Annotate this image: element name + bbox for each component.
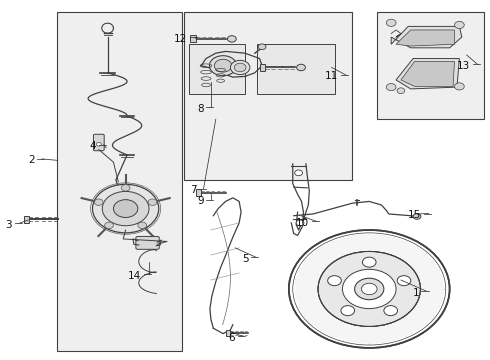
Circle shape [294, 234, 444, 343]
Bar [260, 64, 266, 71]
Circle shape [289, 230, 450, 348]
Circle shape [234, 63, 246, 72]
Bar [257, 44, 335, 94]
Bar [24, 216, 29, 223]
Circle shape [343, 269, 396, 309]
Circle shape [294, 170, 302, 176]
Text: 6: 6 [229, 333, 235, 343]
Bar [191, 35, 196, 42]
Text: 2: 2 [28, 156, 34, 165]
Circle shape [341, 306, 355, 316]
Circle shape [397, 276, 411, 286]
Text: 8: 8 [197, 104, 203, 113]
Circle shape [328, 276, 342, 286]
Circle shape [455, 83, 464, 90]
Circle shape [362, 283, 377, 295]
Circle shape [318, 251, 420, 327]
Circle shape [209, 56, 237, 76]
Text: 7: 7 [190, 185, 196, 195]
Bar [376, 12, 484, 119]
Circle shape [413, 213, 421, 219]
Text: 10: 10 [296, 218, 309, 228]
Circle shape [386, 19, 396, 26]
Circle shape [227, 36, 236, 42]
FancyBboxPatch shape [94, 134, 104, 151]
Circle shape [105, 222, 113, 229]
Circle shape [114, 200, 138, 217]
Circle shape [97, 143, 101, 146]
Bar [184, 12, 352, 180]
Circle shape [102, 192, 149, 226]
Bar [189, 44, 245, 94]
Circle shape [296, 64, 305, 71]
Text: 4: 4 [90, 141, 97, 151]
Circle shape [397, 88, 405, 94]
Circle shape [363, 257, 376, 267]
Circle shape [384, 306, 397, 316]
Text: 1: 1 [412, 288, 419, 297]
Text: 14: 14 [128, 271, 141, 281]
FancyBboxPatch shape [136, 237, 159, 249]
Circle shape [148, 199, 157, 206]
Polygon shape [396, 30, 455, 46]
Text: 15: 15 [408, 210, 421, 220]
Text: 5: 5 [242, 253, 248, 264]
Circle shape [455, 21, 464, 28]
Bar [225, 330, 230, 336]
Circle shape [296, 220, 304, 226]
Circle shape [355, 278, 384, 300]
Text: 13: 13 [457, 61, 470, 71]
Circle shape [258, 44, 266, 50]
Text: 9: 9 [197, 197, 203, 206]
Polygon shape [401, 62, 455, 86]
Circle shape [138, 222, 147, 229]
Polygon shape [396, 59, 460, 89]
Circle shape [230, 60, 250, 75]
Polygon shape [391, 26, 462, 48]
Text: 3: 3 [5, 220, 12, 230]
Circle shape [121, 185, 130, 191]
Bar [196, 189, 201, 196]
Circle shape [95, 199, 103, 206]
Circle shape [318, 251, 420, 327]
Circle shape [386, 84, 396, 91]
Text: 11: 11 [325, 71, 339, 81]
Circle shape [93, 184, 159, 233]
Bar [57, 12, 182, 351]
Text: 12: 12 [174, 34, 188, 44]
Circle shape [214, 59, 232, 72]
